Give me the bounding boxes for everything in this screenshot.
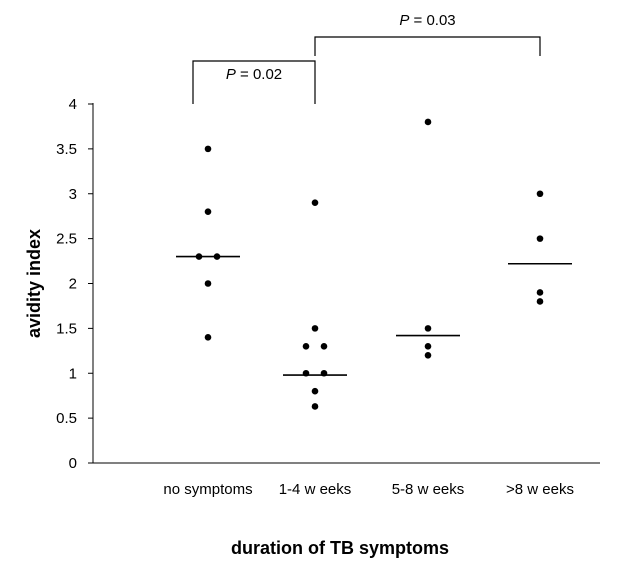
x-category-label: 5-8 w eeks [392,481,465,498]
y-tick-label: 0 [69,455,77,472]
y-ticks: 0 0.5 1 1.5 2 2.5 3 3.5 4 [56,96,93,472]
data-point [424,118,432,126]
data-point [302,369,310,377]
y-tick-label: 3.5 [56,141,77,158]
significance-bracket [192,60,316,104]
y-tick-label: 0.5 [56,410,77,427]
p-value-label: P = 0.02 [226,66,282,83]
y-tick-label: 2.5 [56,231,77,248]
data-points [195,118,544,410]
axes [92,103,600,464]
x-category-label: no symptoms [163,481,252,498]
y-tick-label: 1.5 [56,320,77,337]
data-point [213,253,221,260]
data-point [536,298,544,305]
x-category-label: 1-4 w eeks [279,481,352,498]
data-point [302,343,310,350]
data-point [424,343,432,350]
data-point [320,369,328,377]
significance-brackets: P = 0.02P = 0.03 [192,12,541,104]
p-value-label: P = 0.03 [399,12,455,29]
data-point [311,387,319,395]
data-point [204,208,212,215]
data-point [536,190,544,198]
data-point [424,352,432,359]
significance-bracket [314,36,541,56]
data-point [424,325,432,332]
y-tick-label: 2 [69,276,77,293]
data-point [320,343,328,350]
data-point [204,280,212,287]
data-point [311,199,319,207]
y-tick-label: 4 [69,96,77,113]
data-point [536,289,544,296]
y-axis-title: avidity index [24,229,44,338]
data-point [195,253,203,260]
category-labels: no symptoms 1-4 w eeks 5-8 w eeks >8 w eeks [163,481,574,498]
p-value-letter: P [399,12,409,29]
median-lines [176,255,572,376]
data-point [204,145,212,153]
x-axis-title: duration of TB symptoms [231,538,449,558]
data-point [311,403,319,410]
y-tick-label: 3 [69,186,77,203]
y-tick-label: 1 [69,365,77,382]
data-point [311,325,319,332]
x-category-label: >8 w eeks [506,481,574,498]
p-value-text: = 0.02 [236,66,282,83]
data-point [536,235,544,242]
data-point [204,334,212,341]
p-value-text: = 0.03 [409,12,455,29]
p-value-letter: P [226,66,236,83]
